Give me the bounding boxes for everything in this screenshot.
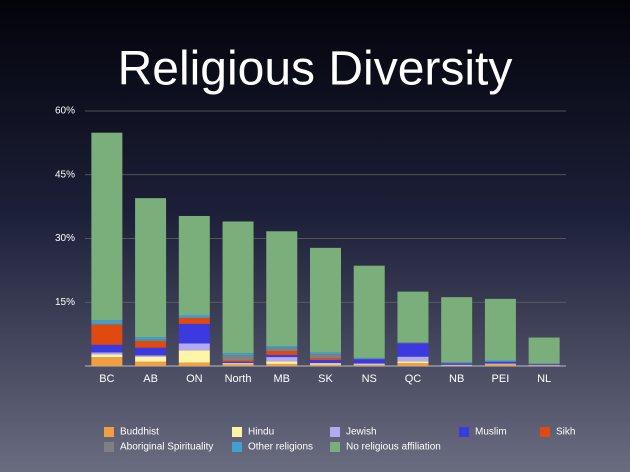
bar-segment <box>397 291 429 343</box>
bar-segment <box>310 360 341 364</box>
y-tick-label: 15% <box>55 297 75 308</box>
bar-segment <box>484 361 516 364</box>
bar-segment <box>178 323 210 344</box>
bar-segment <box>178 215 210 315</box>
legend-swatch <box>330 442 340 452</box>
x-tick-label: AB <box>143 373 158 385</box>
legend-swatch <box>104 427 114 437</box>
legend-label: Aboriginal Spirituality <box>120 442 213 453</box>
bar-segment <box>397 342 429 344</box>
bar-segment <box>222 364 254 366</box>
legend-swatch <box>540 427 550 437</box>
x-tick-label: SK <box>318 373 333 385</box>
bar-segment <box>222 353 254 356</box>
bar-segment <box>178 317 210 324</box>
bar-segment <box>178 362 210 366</box>
bar-segment <box>222 360 254 362</box>
bar-segment <box>91 357 123 366</box>
x-tick-label: NB <box>449 373 464 385</box>
bar-segment <box>353 357 385 359</box>
bar-segment <box>310 364 341 366</box>
bar-segment <box>353 359 385 364</box>
bar-segment <box>353 364 385 366</box>
legend-label: Other religions <box>248 442 313 453</box>
bar-segment <box>266 354 298 358</box>
bar-segment <box>178 315 210 318</box>
bar-segment <box>266 351 298 355</box>
bar-segment <box>135 341 167 348</box>
legend-swatch <box>232 442 242 452</box>
y-tick-label: 30% <box>55 233 75 244</box>
bar-segment <box>135 339 167 342</box>
bar-segment <box>397 363 429 366</box>
bar-segment <box>178 350 210 363</box>
x-tick-label: MB <box>274 373 291 385</box>
bar-segment <box>397 343 429 357</box>
x-tick-label: NL <box>537 373 551 385</box>
bar-segment <box>135 356 167 362</box>
x-tick-label: BC <box>99 373 114 385</box>
bar-segment <box>178 343 210 351</box>
x-tick-label: NS <box>362 373 377 385</box>
bar-segment <box>135 361 167 366</box>
bar-segment <box>266 357 298 362</box>
legend-label: Jewish <box>346 427 377 438</box>
bar-segment <box>266 347 298 352</box>
bar-segment <box>135 337 167 340</box>
bar-segment <box>528 364 560 366</box>
bar-segment <box>266 363 298 366</box>
bar-segment <box>353 363 385 365</box>
bar-segment <box>441 363 473 365</box>
x-tick-label: ON <box>186 373 203 385</box>
bar-segment <box>484 364 516 366</box>
x-tick-label: QC <box>405 373 422 385</box>
bar-segment <box>310 352 341 355</box>
legend-label: No religious affiliation <box>346 442 441 453</box>
y-tick-label: 45% <box>55 169 75 180</box>
legend-swatch <box>104 442 114 452</box>
bar-segment <box>266 231 298 347</box>
bar-segment <box>222 221 254 354</box>
bar-segment <box>135 198 167 338</box>
bar-segment <box>91 320 123 324</box>
legend-swatch <box>459 427 469 437</box>
bar-segment <box>91 324 123 345</box>
bar-segment <box>310 363 341 365</box>
legend-label: Hindu <box>248 427 274 438</box>
legend-swatch <box>330 427 340 437</box>
bar-segment <box>528 337 560 364</box>
bar-segment <box>91 323 123 325</box>
bar-segment <box>135 355 167 357</box>
bar-segment <box>353 265 385 358</box>
bar-segment <box>310 354 341 359</box>
bar-segment <box>397 361 429 364</box>
y-tick-label: 60% <box>55 106 75 117</box>
bar-segment <box>484 298 516 361</box>
chart-title: Religious Diversity <box>118 43 513 96</box>
bar-segment <box>310 247 341 353</box>
bar-segment <box>484 360 516 362</box>
bar-segment <box>310 358 341 361</box>
bar-segment <box>91 344 123 353</box>
legend-label: Buddhist <box>120 427 159 438</box>
x-tick-label: North <box>225 373 252 385</box>
bar-segment <box>222 361 254 364</box>
bar-segment <box>266 361 298 364</box>
legend-swatch <box>232 427 242 437</box>
bar-segment <box>135 347 167 356</box>
bar-segment <box>397 356 429 362</box>
bar-segment <box>222 363 254 365</box>
bar-segment <box>441 297 473 363</box>
bar-segment <box>353 365 385 366</box>
x-tick-label: PEI <box>492 373 510 385</box>
bar-segment <box>91 132 123 321</box>
bar-segment <box>91 354 123 358</box>
bar-segment <box>91 352 123 355</box>
bar-segment <box>222 355 254 361</box>
bar-segment <box>441 362 473 364</box>
bar-segment <box>266 346 298 348</box>
legend-label: Muslim <box>475 427 507 438</box>
legend-label: Sikh <box>556 427 575 438</box>
